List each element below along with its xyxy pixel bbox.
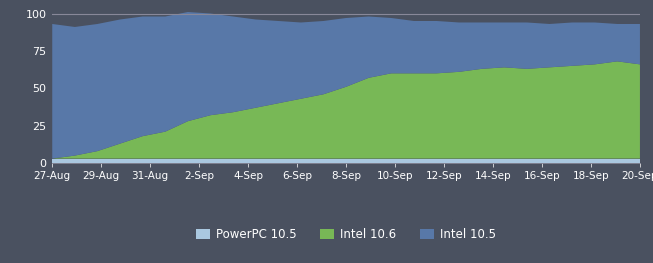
Legend: PowerPC 10.5, Intel 10.6, Intel 10.5: PowerPC 10.5, Intel 10.6, Intel 10.5 [191,223,501,246]
